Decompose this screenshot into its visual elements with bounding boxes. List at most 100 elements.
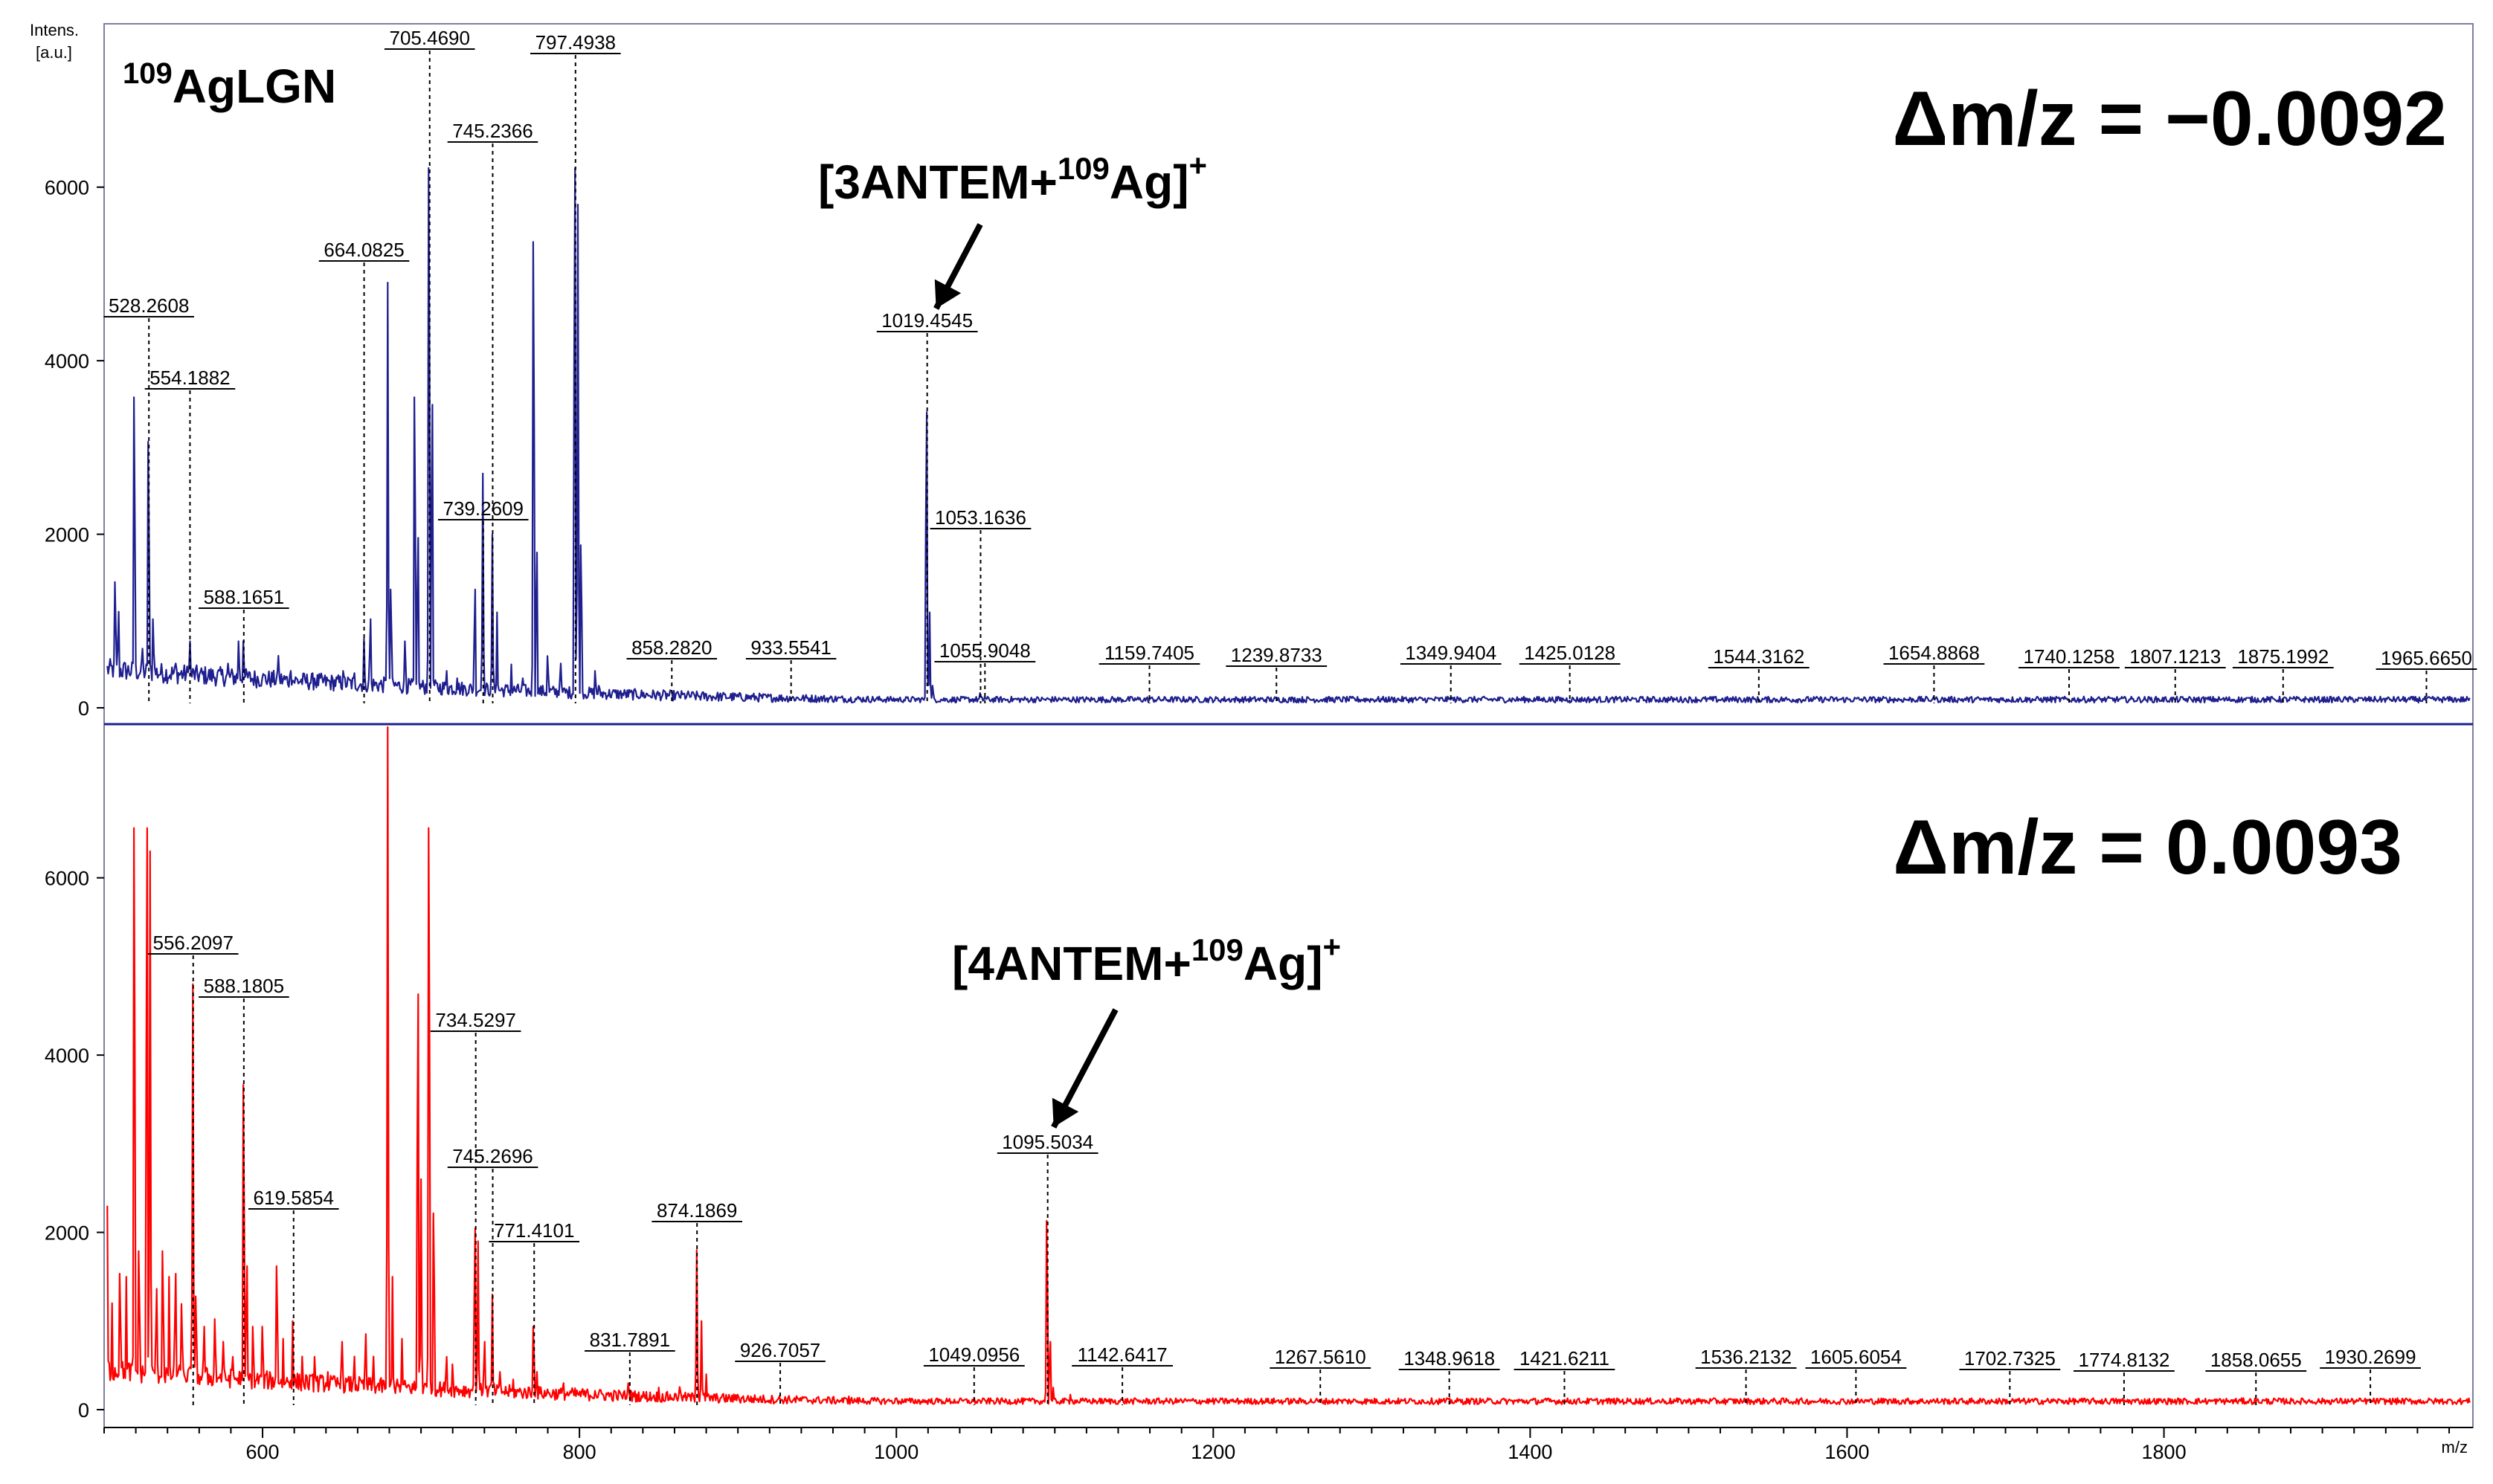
y-axis-title-line2: [a.u.]: [36, 43, 72, 62]
peak-label-664.0825: 664.0825: [318, 239, 410, 703]
peak-label-1142.6417: 1142.6417: [1072, 1343, 1174, 1405]
peak-label-1605.6054: 1605.6054: [1805, 1346, 1907, 1405]
peak-label-554.1882: 554.1882: [144, 367, 236, 703]
y-axis-title-line1: Intens.: [30, 21, 79, 39]
peak-label-text: 588.1651: [204, 586, 284, 608]
peak-label-text: 1142.6417: [1078, 1343, 1168, 1366]
peak-label-1349.9404: 1349.9404: [1400, 642, 1502, 703]
peak-label-text: 1702.7325: [1964, 1347, 2056, 1370]
delta-mz-bottom: Δm/z = 0.0093: [1893, 804, 2402, 891]
peak-label-text: 1875.1992: [2237, 645, 2329, 668]
peak-label-text: 1239.8733: [1231, 644, 1322, 666]
peak-label-text: 528.2608: [109, 294, 189, 317]
peak-label-text: 664.0825: [324, 239, 404, 261]
x-tick-label: 600: [246, 1441, 280, 1463]
annotation-arrowhead-top: [934, 279, 962, 309]
x-tick-label: 800: [563, 1441, 596, 1463]
y-tick-label: 6000: [45, 868, 89, 890]
peak-label-1965.6650: 1965.6650: [2375, 647, 2477, 703]
peak-label-556.2097: 556.2097: [147, 932, 239, 1405]
sample-label: 109AgLGN: [123, 57, 336, 113]
peak-label-831.7891: 831.7891: [585, 1329, 675, 1405]
peak-label-text: 739.2609: [443, 497, 524, 520]
peak-label-1544.3162: 1544.3162: [1708, 645, 1810, 703]
x-tick-label: 1800: [2142, 1441, 2187, 1463]
peak-label-619.5854: 619.5854: [248, 1187, 339, 1405]
peak-label-text: 1267.5610: [1275, 1346, 1366, 1368]
peak-label-text: 1159.7405: [1104, 642, 1194, 664]
spectrum-trace-bottom: [106, 726, 2471, 1405]
peak-label-1049.0956: 1049.0956: [923, 1343, 1025, 1405]
peak-label-text: 933.5541: [750, 636, 831, 659]
peak-label-745.2366: 745.2366: [447, 120, 538, 703]
peak-label-text: 1053.1636: [935, 506, 1026, 529]
ion-annotation-top: [3ANTEM+109Ag]+: [818, 148, 1207, 209]
peak-label-933.5541: 933.5541: [745, 636, 837, 703]
peak-label-1702.7325: 1702.7325: [1959, 1347, 2061, 1405]
x-tick-label: 1600: [1824, 1441, 1869, 1463]
peak-label-528.2608: 528.2608: [103, 294, 195, 703]
peak-label-text: 745.2696: [452, 1145, 533, 1167]
peak-label-771.4101: 771.4101: [489, 1219, 580, 1405]
panel-top: 0 2000 4000 6000 528.2608 554.1882 588.1651 664…: [45, 27, 2477, 720]
peak-label-text: 745.2366: [452, 120, 533, 142]
peak-label-text: 831.7891: [590, 1329, 670, 1351]
peak-label-text: 619.5854: [254, 1187, 334, 1209]
plot-frame: [103, 23, 2474, 1428]
peak-label-797.4938: 797.4938: [530, 31, 621, 703]
peak-label-text: 1425.0128: [1524, 642, 1615, 664]
peak-label-1053.1636: 1053.1636: [930, 506, 1032, 703]
peak-label-text: 771.4101: [494, 1219, 574, 1242]
peak-label-874.1869: 874.1869: [652, 1199, 742, 1405]
peak-label-text: 874.1869: [657, 1199, 737, 1222]
peak-label-text: 554.1882: [149, 367, 230, 389]
peak-label-text: 1774.8132: [2078, 1349, 2169, 1371]
peak-label-1159.7405: 1159.7405: [1098, 642, 1200, 703]
peak-label-1858.0655: 1858.0655: [2205, 1349, 2307, 1405]
peak-label-text: 1740.1258: [2024, 645, 2115, 668]
peak-label-text: 705.4690: [390, 27, 470, 49]
peak-label-1807.1213: 1807.1213: [2124, 645, 2226, 703]
peak-label-text: 1654.8868: [1888, 642, 1980, 664]
peak-label-1425.0128: 1425.0128: [1519, 642, 1621, 703]
panel-bottom: 0 2000 4000 6000 556.2097 588.1805 619.5854 734…: [45, 726, 2471, 1422]
peak-label-588.1805: 588.1805: [199, 975, 289, 1405]
y-tick-label: 4000: [45, 350, 89, 372]
x-tick-label: 1000: [874, 1441, 919, 1463]
peak-label-text: 1349.9404: [1405, 642, 1496, 664]
peak-label-588.1651: 588.1651: [199, 586, 289, 703]
peak-label-1348.9618: 1348.9618: [1398, 1347, 1500, 1405]
peak-label-text: 1536.2132: [1700, 1346, 1792, 1368]
peak-label-text: 1055.9048: [939, 639, 1031, 662]
peak-label-1421.6211: 1421.6211: [1514, 1347, 1615, 1405]
peak-label-1019.4545: 1019.4545: [876, 309, 978, 703]
peak-label-text: 556.2097: [153, 932, 234, 954]
spectrum-trace-top: [106, 167, 2471, 704]
peak-label-text: 1348.9618: [1403, 1347, 1495, 1370]
peak-label-text: 1095.5034: [1002, 1131, 1093, 1153]
peak-label-739.2609: 739.2609: [437, 497, 529, 703]
peak-label-text: 1930.2699: [2325, 1346, 2416, 1368]
peak-label-text: 1605.6054: [1810, 1346, 1902, 1368]
peak-label-1095.5034: 1095.5034: [997, 1131, 1098, 1405]
peak-label-text: 797.4938: [535, 31, 616, 54]
peak-label-text: 1544.3162: [1713, 645, 1804, 668]
peak-label-1930.2699: 1930.2699: [2320, 1346, 2421, 1405]
peak-label-text: 926.7057: [740, 1339, 820, 1361]
peak-label-1654.8868: 1654.8868: [1883, 642, 1985, 703]
peak-label-text: 858.2820: [631, 636, 712, 659]
peak-label-858.2820: 858.2820: [626, 636, 718, 703]
peak-label-1774.8132: 1774.8132: [2074, 1349, 2175, 1405]
y-tick-label: 0: [78, 1399, 89, 1422]
peak-label-926.7057: 926.7057: [735, 1339, 826, 1405]
y-tick-label: 0: [78, 697, 89, 720]
x-tick-label: 1400: [1508, 1441, 1552, 1463]
delta-mz-top: Δm/z = −0.0092: [1893, 76, 2447, 162]
y-tick-label: 6000: [45, 177, 89, 199]
peak-label-1267.5610: 1267.5610: [1270, 1346, 1371, 1405]
peak-label-text: 1807.1213: [2129, 645, 2221, 668]
peak-label-1239.8733: 1239.8733: [1226, 644, 1328, 703]
peak-label-1536.2132: 1536.2132: [1695, 1346, 1797, 1405]
peak-label-text: 734.5297: [435, 1009, 515, 1031]
